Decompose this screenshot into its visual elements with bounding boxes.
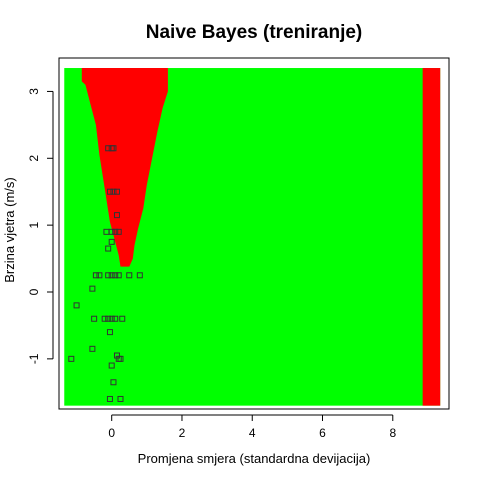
data-point xyxy=(108,228,115,235)
y-tick-label: -1 xyxy=(27,353,41,364)
x-axis-label: Promjena smjera (standardna devijacija) xyxy=(138,451,371,466)
data-point xyxy=(136,272,143,279)
x-tick-label: 2 xyxy=(179,426,186,440)
region-red-strip xyxy=(422,68,441,406)
data-point xyxy=(108,272,115,279)
data-point xyxy=(92,272,99,279)
x-tick-label: 8 xyxy=(389,426,396,440)
data-point xyxy=(105,272,112,279)
data-point xyxy=(106,395,113,402)
data-point xyxy=(112,228,119,235)
y-tick-label: 2 xyxy=(27,155,41,162)
decision-region-grid xyxy=(64,68,441,406)
data-point xyxy=(105,315,112,322)
data-point xyxy=(115,272,122,279)
data-point xyxy=(89,285,96,292)
data-point xyxy=(91,315,98,322)
data-point xyxy=(73,302,80,309)
data-point xyxy=(106,188,113,195)
y-tick-label: 0 xyxy=(27,288,41,295)
data-point xyxy=(68,355,75,362)
data-point xyxy=(108,362,115,369)
data-point xyxy=(115,228,122,235)
y-axis-label: Brzina vjetra (m/s) xyxy=(2,177,17,282)
data-point xyxy=(108,238,115,245)
data-point xyxy=(96,272,103,279)
data-point xyxy=(105,245,112,252)
data-point xyxy=(110,379,117,386)
training-points xyxy=(68,145,143,402)
y-axis: -1 0 1 2 3 xyxy=(27,88,54,364)
data-point xyxy=(113,212,120,219)
y-tick-label: 1 xyxy=(27,221,41,228)
data-point xyxy=(117,395,124,402)
data-point xyxy=(108,315,115,322)
data-point xyxy=(113,352,120,359)
x-tick-label: 4 xyxy=(249,426,256,440)
data-point xyxy=(112,315,119,322)
data-point xyxy=(119,315,126,322)
x-tick-label: 6 xyxy=(319,426,326,440)
plot-frame xyxy=(58,57,450,410)
data-point xyxy=(106,329,113,336)
data-point xyxy=(113,188,120,195)
region-red-wedge xyxy=(81,68,168,267)
data-point xyxy=(126,272,133,279)
data-point xyxy=(117,355,124,362)
data-point xyxy=(110,188,117,195)
data-point xyxy=(89,345,96,352)
x-axis: 0 2 4 6 8 xyxy=(108,414,396,440)
x-tick-label: 0 xyxy=(108,426,115,440)
data-point xyxy=(112,272,119,279)
chart-title: Naive Bayes (treniranje) xyxy=(146,22,363,43)
data-point xyxy=(101,315,108,322)
y-tick-label: 3 xyxy=(27,88,41,95)
data-point xyxy=(110,145,117,152)
